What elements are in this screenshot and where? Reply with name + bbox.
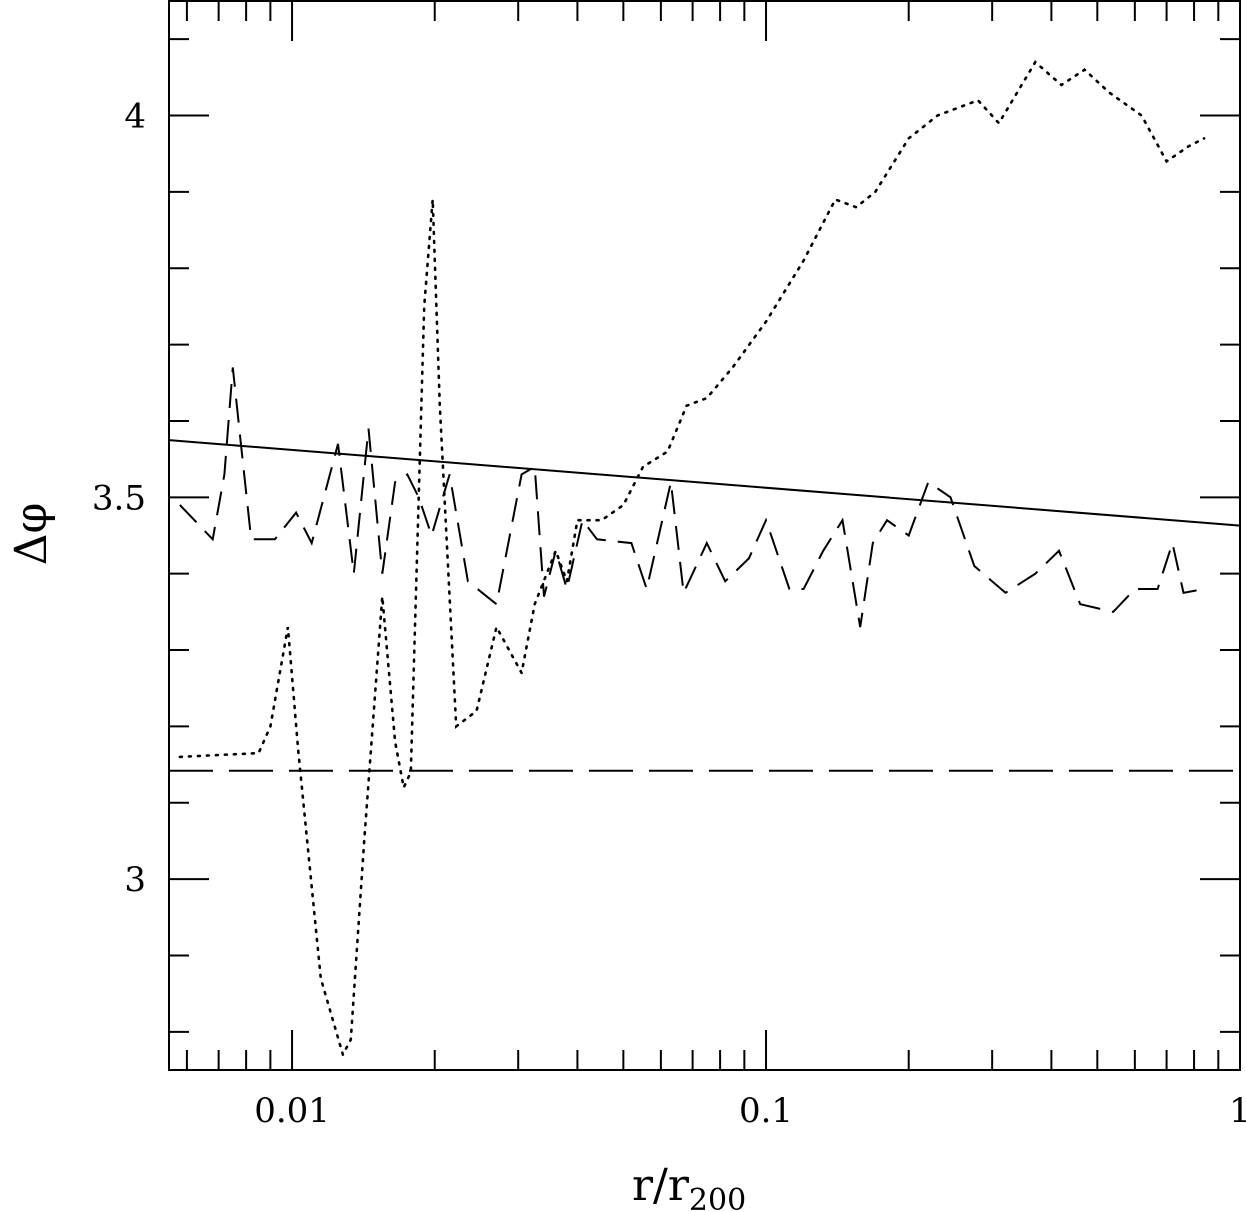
y-tick-label: 3 xyxy=(124,860,146,900)
axis-ticks xyxy=(169,1,1241,1070)
x-tick-label: 0.01 xyxy=(254,1091,330,1131)
tick-labels: 0.01 0.1 1 3 3.5 4 xyxy=(92,97,1246,1131)
y-tick-label: 3.5 xyxy=(92,478,146,518)
series-layer xyxy=(168,60,1241,1059)
y-axis-title: Δφ xyxy=(6,503,57,566)
y-tick-label: 4 xyxy=(124,97,146,137)
x-tick-label: 1 xyxy=(1229,1091,1246,1131)
x-tick-label: 0.1 xyxy=(739,1091,793,1131)
x-axis-title: r/r200 xyxy=(632,1160,746,1212)
series-line-solid xyxy=(168,439,1241,527)
series-line-dashed xyxy=(179,367,1205,628)
series-line-dotted xyxy=(178,60,1206,1059)
plot-frame xyxy=(168,0,1241,1071)
